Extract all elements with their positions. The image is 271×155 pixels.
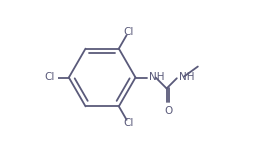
Text: Cl: Cl [123, 27, 134, 37]
Text: Cl: Cl [44, 73, 55, 82]
Text: NH: NH [179, 72, 194, 82]
Text: NH: NH [149, 73, 164, 82]
Text: Cl: Cl [123, 118, 134, 128]
Text: O: O [164, 106, 172, 116]
